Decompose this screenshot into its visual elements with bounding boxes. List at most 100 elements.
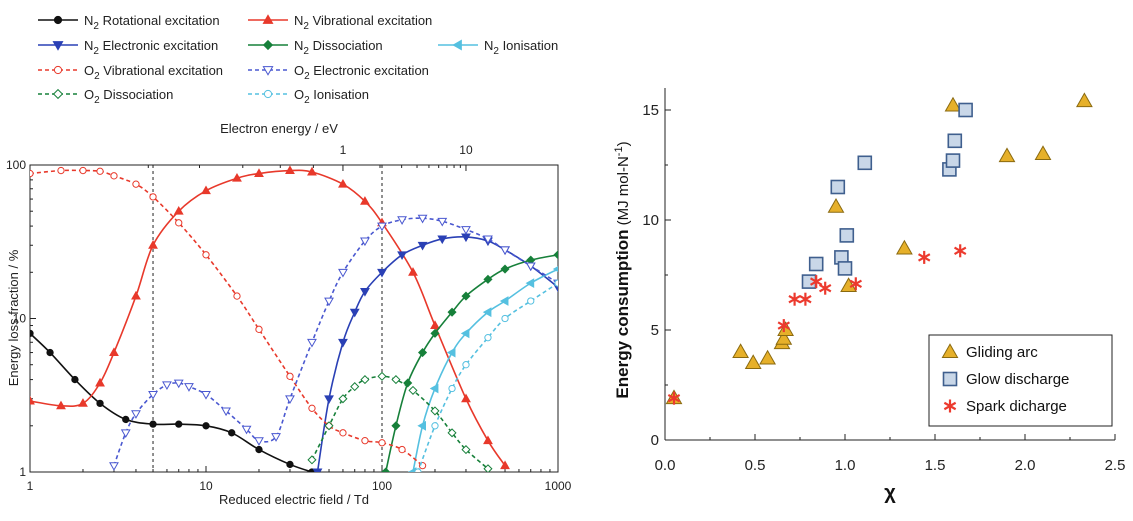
legend-marker [262,66,274,76]
data-point [430,406,440,416]
legend-marker [452,39,462,51]
data-point [500,460,510,470]
data-point [381,467,391,472]
y-axis-label: Energy loss fraction / % [6,249,21,386]
data-point [429,383,439,394]
asterisk-stroke [667,393,681,403]
data-point [461,226,471,235]
series-5 [30,166,427,470]
legend-item: N2 Dissociation [248,38,383,57]
series-7 [307,371,493,472]
top-axis-label: Electron energy / eV [220,121,338,136]
legend-label: N2 Ionisation [484,38,558,57]
y-axis-label: Energy consumption (MJ mol-N-1) [613,141,632,398]
data-point [307,455,317,465]
legend-marker [262,39,274,51]
data-point [149,193,157,201]
data-point [500,246,510,256]
data-point [271,433,281,442]
data-point [667,391,681,405]
data-point [173,379,184,389]
asterisk-stroke [788,294,801,304]
legend-label: N2 Dissociation [294,38,383,57]
data-point [391,375,401,385]
data-point [312,468,323,472]
asterisk-stroke [818,283,832,293]
data-point [818,281,832,295]
legend-marker [942,371,958,387]
legend-marker [53,15,63,25]
legend-label: O2 Electronic excitation [294,63,429,82]
data-point [417,420,426,431]
x-tick-label: 100 [372,479,392,493]
data-point [285,395,295,404]
data-point [461,393,471,403]
data-point [830,179,846,195]
data-point [408,385,418,395]
data-point [324,395,334,404]
data-point [377,268,387,278]
data-point [120,429,131,439]
data-point [917,250,931,264]
data-point [944,96,962,112]
data-point [148,240,158,249]
series-4 [407,266,558,472]
data-point [391,421,401,431]
data-point [809,275,823,289]
data-point [201,185,211,195]
data-point [30,395,35,405]
data-point [324,421,334,431]
data-point [447,307,457,317]
data-point [397,251,407,261]
data-point [430,320,440,329]
data-point [131,410,141,419]
data-point [501,314,509,323]
data-point [254,437,264,446]
data-point [339,429,347,437]
data-point [30,329,34,338]
data-point [228,429,236,437]
legend-box [928,334,1113,427]
legend-label: O2 Ionisation [294,87,369,106]
data-point [462,361,470,369]
data-point [777,319,791,333]
data-point [110,172,118,180]
data-point [173,205,184,215]
data-point [79,166,87,175]
data-point [808,256,824,272]
y-tick-label: 100 [6,158,26,172]
series-layer [30,165,558,472]
data-point [377,371,387,381]
data-point [525,262,536,272]
legend-item: O2 Dissociation [38,87,173,106]
data-point [233,292,241,300]
asterisk-stroke [809,277,823,286]
legend-label: Gliding arc [966,344,1038,361]
data-point [837,261,853,276]
data-point [286,460,294,469]
data-point [338,394,348,404]
data-point [378,439,386,447]
data-point [461,291,471,301]
data-point [418,347,428,358]
data-point [122,415,130,424]
data-point [349,308,360,318]
data-point [732,343,749,358]
data-point [527,297,535,305]
points-layer [665,92,1093,405]
data-point [350,382,360,392]
data-point [184,383,194,392]
data-point [499,296,509,306]
data-point [775,329,793,345]
data-point [307,166,317,176]
data-point [483,435,493,445]
data-point [953,244,967,258]
legend-label: N2 Vibrational excitation [294,13,432,32]
data-point [801,274,817,289]
data-point [483,464,493,472]
data-point [360,288,370,297]
legend-marker [943,399,957,413]
legend-item: O2 Electronic excitation [248,63,429,82]
data-point [162,381,172,390]
data-point [254,168,264,177]
